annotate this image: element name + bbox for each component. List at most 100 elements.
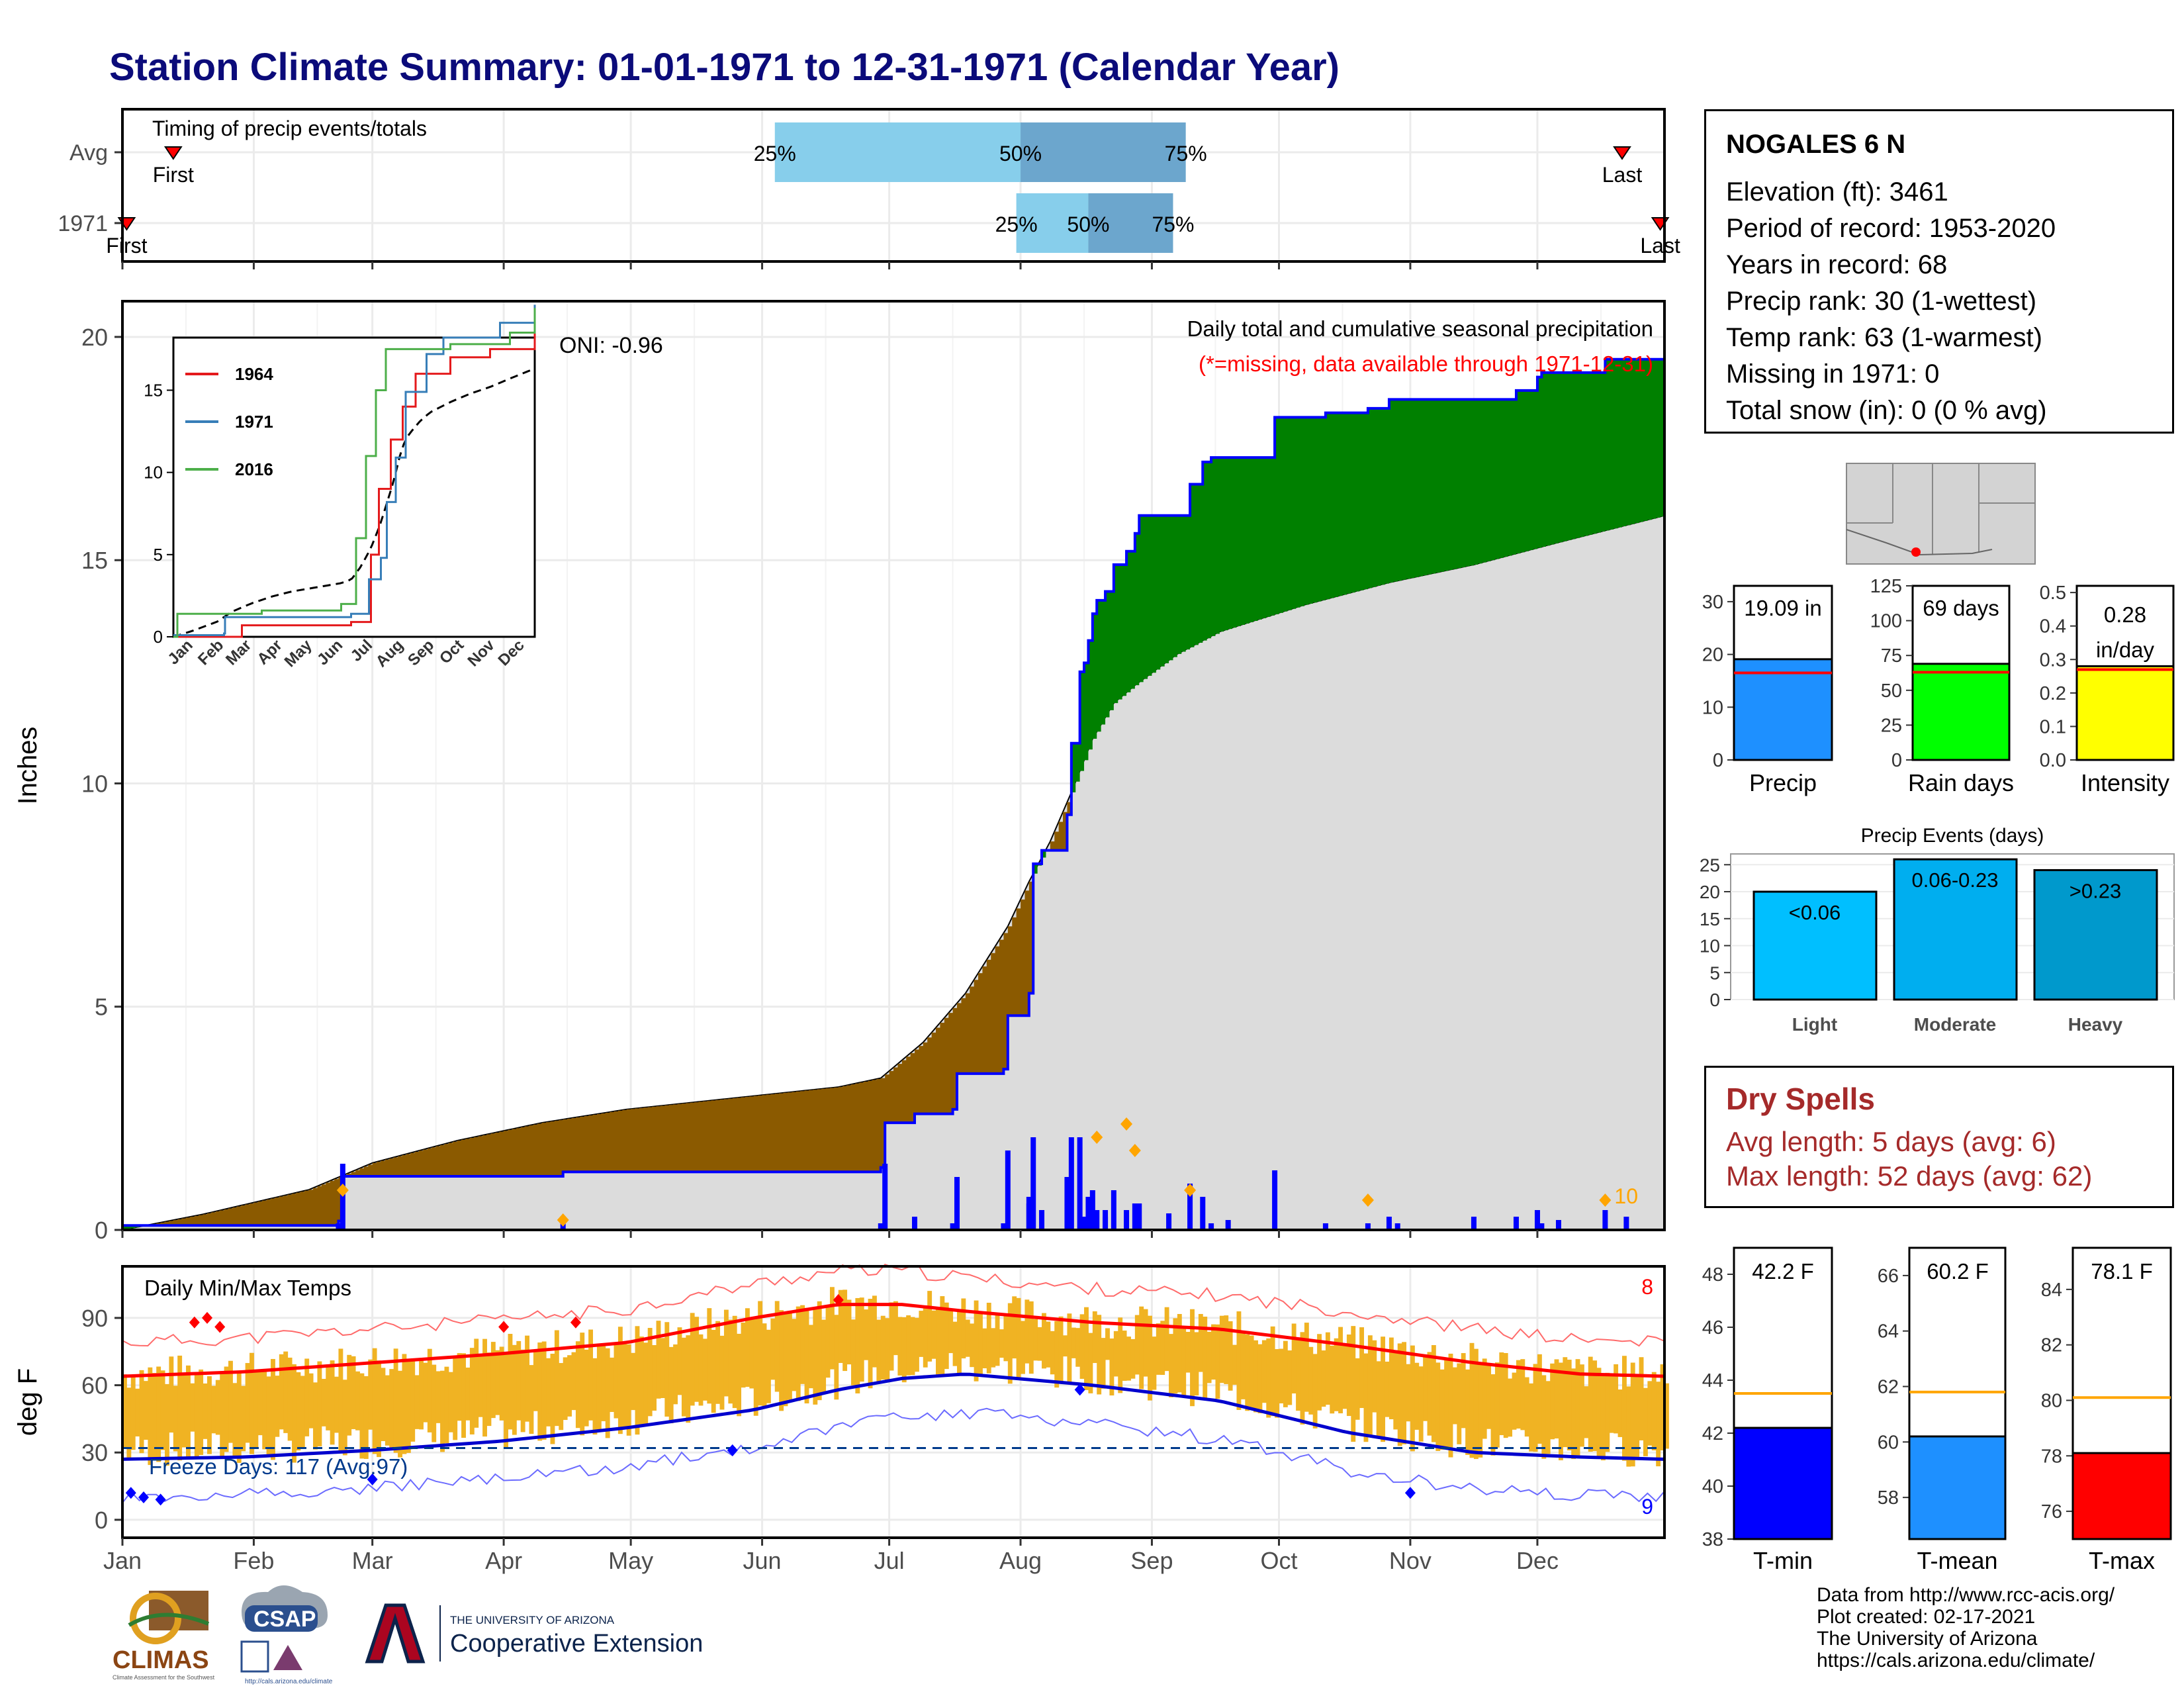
daily-temp-bar — [834, 1315, 839, 1400]
daily-precip-bar — [1064, 1177, 1070, 1230]
timing-frame — [121, 108, 1666, 263]
daily-temp-bar — [660, 1338, 665, 1399]
daily-temp-bar — [1647, 1381, 1653, 1446]
daily-precip-bar — [950, 1223, 956, 1230]
daily-precip-record-marker — [1091, 1131, 1103, 1144]
daily-temp-bar — [1109, 1338, 1115, 1396]
daily-temp-bar — [567, 1355, 572, 1417]
record-low-marker — [367, 1473, 378, 1485]
daily-temp-bar — [779, 1310, 784, 1411]
daily-temp-bar — [414, 1375, 420, 1429]
station-info-box: NOGALES 6 N Elevation (ft): 3461 Period … — [1704, 109, 2174, 434]
raindays-summary-ytick-label: 100 — [1870, 611, 1902, 632]
inset-series-1964 — [173, 332, 536, 638]
daily-temp-bar — [605, 1348, 610, 1438]
avg-max-temp-line — [122, 1303, 1665, 1378]
dry-spells-max: Max length: 52 days (avg: 62) — [1726, 1160, 2093, 1192]
daily-temp-bar — [813, 1307, 818, 1405]
daily-temp-bar — [402, 1354, 407, 1454]
climas-subtext: Climate Assessment for the Southwest — [113, 1674, 215, 1681]
daily-temp-bar — [1541, 1375, 1547, 1459]
daily-precip-bar — [1132, 1203, 1138, 1230]
map-state-lines — [1846, 463, 2036, 565]
station-elevation: Elevation (ft): 3461 — [1726, 177, 1948, 207]
daily-temp-bar — [177, 1355, 183, 1461]
inset-series-2016 — [173, 308, 536, 638]
daily-temp-bar — [1266, 1338, 1271, 1418]
daily-temp-bar — [690, 1313, 695, 1406]
daily-temp-bar — [1588, 1356, 1593, 1452]
intensity-summary-ytick-label: 0.2 — [2040, 683, 2066, 704]
record-low-marker — [138, 1491, 150, 1504]
month-axis-label: Apr — [485, 1547, 522, 1574]
inset-ytick-label: 15 — [144, 380, 163, 400]
daily-temp-bar — [326, 1365, 331, 1430]
inset-legend-label: 1971 — [235, 412, 273, 432]
page-title: Station Climate Summary: 01-01-1971 to 1… — [109, 46, 1340, 89]
station-temp-rank: Temp rank: 63 (1-warmest) — [1726, 323, 2042, 352]
inset-avg-line — [173, 367, 535, 638]
daily-temp-bar — [304, 1358, 310, 1436]
timing-q25-label: 25% — [995, 212, 1038, 236]
intensity-summary-bar — [2075, 665, 2175, 761]
daily-temp-bar — [520, 1349, 525, 1432]
daily-temp-bar — [821, 1319, 827, 1392]
inset-frame — [172, 336, 536, 638]
daily-temp-bar — [398, 1370, 402, 1458]
daily-temp-bar — [165, 1383, 169, 1466]
daily-temp-bar — [940, 1296, 945, 1376]
record-low-marker — [727, 1444, 738, 1456]
daily-precip-bar — [1001, 1223, 1007, 1230]
daily-temp-bar — [1473, 1348, 1479, 1460]
daily-temp-bar — [1448, 1353, 1453, 1458]
events-bar-label: <0.06 — [1789, 901, 1841, 924]
daily-temp-bar — [1435, 1362, 1441, 1451]
daily-temp-bar — [1609, 1374, 1614, 1433]
daily-temp-bar — [961, 1298, 966, 1359]
temp-tmin-value: 42.2 F — [1752, 1259, 1814, 1284]
daily-temp-bar — [245, 1363, 250, 1443]
daily-temp-bar — [432, 1364, 437, 1442]
precip-summary-ytick-label: 10 — [1702, 697, 1723, 718]
daily-temp-bar — [575, 1341, 580, 1429]
daily-temp-bar — [512, 1344, 517, 1435]
daily-temp-bar — [737, 1333, 742, 1417]
daily-temp-bar — [1198, 1313, 1203, 1372]
daily-temp-bar — [978, 1313, 983, 1374]
daily-temp-bar — [631, 1352, 636, 1411]
daily-temp-bar — [148, 1367, 153, 1466]
intensity-summary-ytick-label: 0.0 — [2040, 750, 2066, 771]
daily-temp-bar — [876, 1319, 882, 1383]
daily-temp-bar — [368, 1359, 373, 1430]
daily-temp-bar — [838, 1289, 843, 1363]
daily-temp-bar — [1249, 1335, 1254, 1409]
daily-temp-bar — [330, 1360, 335, 1445]
daily-temp-bar — [347, 1354, 352, 1436]
temp-tmean-ytick-label: 66 — [1878, 1266, 1899, 1287]
month-axis-label: Jan — [103, 1547, 142, 1574]
month-axis-label: Feb — [233, 1547, 274, 1574]
timing-q50-label: 50% — [999, 142, 1042, 165]
daily-temp-bar — [1385, 1361, 1390, 1417]
daily-precip-bar — [912, 1217, 918, 1230]
daily-temp-bar — [1177, 1313, 1182, 1393]
daily-temp-bar — [1308, 1346, 1314, 1415]
daily-temp-bar — [1118, 1317, 1123, 1393]
month-axis-label: May — [608, 1547, 653, 1574]
daily-temp-bar — [1596, 1368, 1602, 1458]
daily-temp-bar — [774, 1301, 780, 1392]
daily-temp-bar — [257, 1370, 263, 1436]
daily-temp-bar — [1439, 1369, 1445, 1450]
daily-temp-bar — [1037, 1327, 1042, 1361]
daily-temp-bar — [1330, 1345, 1335, 1414]
daily-temp-bar — [584, 1349, 589, 1427]
daily-temp-bar — [906, 1315, 911, 1376]
daily-temp-bar — [559, 1363, 564, 1430]
temp-tmean-axis-label: T-mean — [1917, 1547, 1997, 1574]
daily-temp-bar — [1130, 1338, 1136, 1379]
daily-temp-bar — [1075, 1328, 1081, 1367]
temp-tmin-bar — [1733, 1427, 1833, 1540]
csap-wordmark: CSAP — [253, 1607, 316, 1632]
daily-temp-bar — [1537, 1354, 1542, 1444]
